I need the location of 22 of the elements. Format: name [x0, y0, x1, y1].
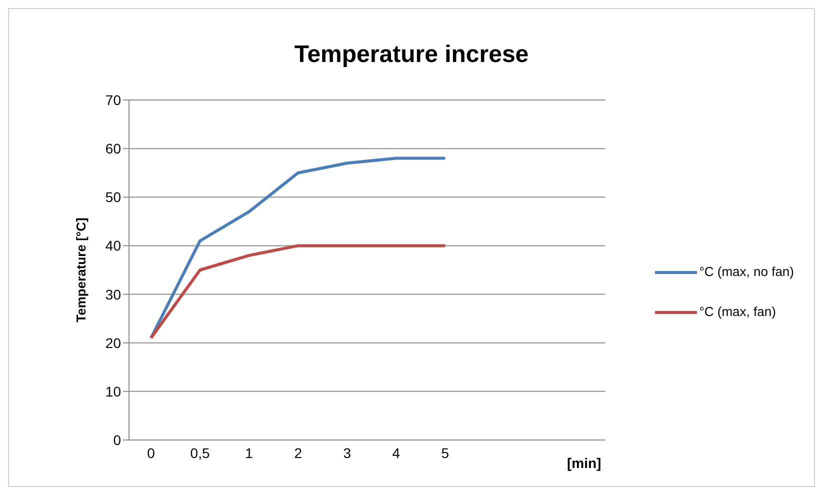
line-series [150, 244, 447, 340]
y-tick-label: 50 [105, 189, 122, 206]
chart-title: Temperature increse [293, 41, 530, 69]
y-tick-label: 0 [113, 432, 122, 448]
line-series [150, 156, 447, 340]
y-axis-title: Temperature [°C] [74, 218, 89, 322]
x-tick-label: 4 [392, 444, 400, 461]
legend-label: °C (max, fan) [699, 303, 776, 321]
text: [min] [567, 455, 602, 471]
x-tick-label: 2 [294, 444, 302, 461]
x-tick-label: 0,5 [190, 444, 210, 461]
y-tick-label: 30 [105, 286, 122, 302]
y-tick-label: 20 [105, 334, 122, 351]
x-tick-label: 1 [245, 444, 254, 461]
x-tick-label: 0 [147, 444, 156, 461]
y-tick-label: 10 [105, 383, 122, 400]
legend-label: °C (max, no fan) [699, 263, 794, 281]
y-tick-label: 70 [105, 92, 122, 108]
x-tick-label: 5 [441, 444, 450, 461]
y-tick-label: 40 [105, 238, 122, 254]
x-tick-label: 3 [343, 444, 352, 461]
y-tick-label: 60 [105, 140, 122, 157]
